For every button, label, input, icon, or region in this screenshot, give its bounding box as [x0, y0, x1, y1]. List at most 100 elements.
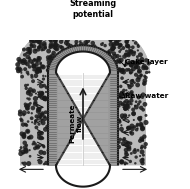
Point — [56, 24, 59, 27]
Point — [93, 45, 96, 48]
Point — [65, 27, 68, 30]
Point — [39, 114, 42, 117]
Point — [141, 162, 144, 165]
Point — [118, 68, 121, 71]
Point — [26, 107, 29, 110]
Point — [57, 24, 60, 27]
Point — [108, 53, 111, 56]
Point — [22, 152, 25, 155]
Point — [39, 66, 42, 69]
Point — [49, 57, 52, 60]
Point — [30, 112, 33, 115]
Point — [102, 24, 105, 27]
Point — [25, 124, 28, 127]
Point — [43, 163, 46, 166]
Point — [70, 25, 73, 28]
Point — [75, 40, 78, 43]
Point — [94, 31, 97, 34]
Point — [143, 146, 146, 149]
Point — [121, 92, 124, 95]
Point — [110, 43, 113, 46]
Point — [124, 31, 127, 34]
Point — [97, 25, 101, 28]
Point — [26, 63, 29, 66]
Point — [136, 124, 139, 127]
Point — [50, 45, 53, 48]
Point — [85, 42, 88, 45]
Point — [104, 27, 107, 30]
Point — [50, 39, 53, 42]
Point — [107, 34, 110, 37]
Point — [23, 132, 26, 135]
Point — [136, 83, 139, 86]
Point — [24, 105, 27, 108]
Point — [44, 111, 47, 114]
Point — [35, 126, 38, 129]
Point — [28, 149, 31, 152]
Point — [124, 36, 127, 39]
Point — [133, 61, 136, 64]
Point — [133, 81, 136, 84]
Point — [135, 73, 138, 76]
Point — [127, 44, 130, 47]
Point — [127, 84, 130, 87]
Point — [41, 112, 44, 115]
Point — [26, 71, 29, 74]
Point — [54, 38, 57, 41]
Point — [25, 144, 28, 147]
Point — [133, 125, 136, 128]
Point — [98, 34, 101, 37]
Point — [32, 80, 35, 83]
Point — [146, 67, 149, 70]
Point — [138, 76, 141, 79]
Point — [106, 31, 109, 34]
Point — [137, 103, 140, 106]
Point — [20, 71, 23, 74]
Point — [91, 36, 94, 39]
Point — [49, 43, 52, 46]
Point — [81, 25, 84, 28]
Point — [30, 44, 33, 47]
Point — [138, 70, 141, 73]
Point — [139, 123, 142, 126]
Point — [128, 114, 131, 117]
Point — [44, 91, 48, 94]
Point — [34, 120, 37, 123]
Point — [39, 91, 42, 94]
Point — [100, 31, 103, 34]
Point — [69, 45, 72, 48]
Point — [118, 60, 121, 63]
Point — [109, 39, 112, 42]
Point — [136, 55, 139, 58]
Point — [136, 123, 139, 126]
Point — [19, 149, 22, 152]
Point — [79, 22, 82, 25]
Point — [38, 46, 41, 49]
Point — [69, 30, 72, 33]
Point — [119, 43, 122, 46]
Point — [22, 48, 25, 51]
Point — [88, 19, 91, 22]
Point — [44, 46, 47, 49]
Point — [44, 31, 47, 34]
Point — [26, 107, 29, 110]
Point — [26, 130, 29, 133]
Point — [43, 151, 46, 154]
Point — [127, 120, 130, 123]
Point — [33, 50, 36, 53]
Point — [104, 44, 107, 47]
Point — [43, 97, 46, 100]
Point — [120, 160, 123, 163]
Point — [30, 74, 33, 77]
Point — [125, 53, 128, 57]
Point — [50, 30, 53, 33]
Point — [26, 51, 29, 54]
Point — [50, 64, 53, 67]
Point — [54, 47, 57, 50]
Point — [119, 102, 122, 105]
Point — [46, 125, 49, 128]
Point — [120, 124, 123, 127]
Point — [134, 41, 137, 44]
Point — [125, 100, 128, 103]
Polygon shape — [48, 45, 118, 165]
